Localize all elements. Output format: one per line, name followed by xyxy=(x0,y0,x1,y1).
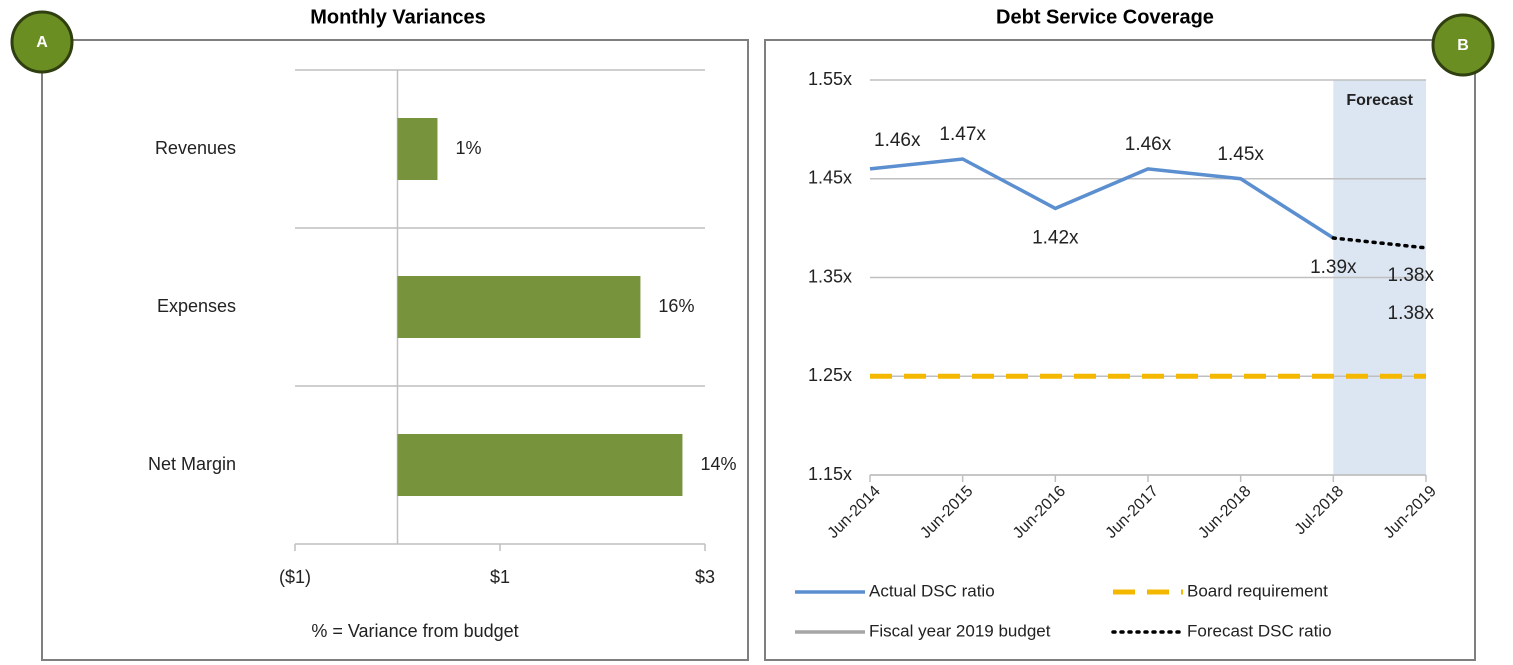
data-label: 1.38x xyxy=(1388,265,1435,286)
y-tick-label: 1.15x xyxy=(808,464,852,484)
y-tick-label: 1.45x xyxy=(808,168,852,188)
badge-circle xyxy=(1431,13,1495,77)
data-label: 1% xyxy=(455,138,481,158)
y-tick-label: 1.25x xyxy=(808,365,852,385)
panel-a xyxy=(41,39,749,661)
data-label: 1.39x xyxy=(1310,257,1357,278)
y-tick-label: 1.35x xyxy=(808,266,852,286)
series-line xyxy=(1331,236,1428,250)
category-label: Expenses xyxy=(157,296,236,316)
chart-title: Monthly Variances xyxy=(310,6,486,28)
badge-circle xyxy=(10,10,74,74)
data-label: 1.46x xyxy=(1125,134,1172,155)
category-label: Net Margin xyxy=(148,454,236,474)
note: % = Variance from budget xyxy=(311,621,518,641)
legend-label: Forecast DSC ratio xyxy=(1187,621,1332,640)
data-label: 1.38x xyxy=(1388,303,1435,324)
legend-label: Board requirement xyxy=(1187,581,1328,600)
bar xyxy=(397,434,683,496)
data-label: 1.42x xyxy=(1032,227,1079,248)
x-tick-label: ($1) xyxy=(279,567,311,587)
bar xyxy=(397,276,641,338)
series-line xyxy=(869,157,1335,240)
data-label: 16% xyxy=(658,296,694,316)
legend-label: Actual DSC ratio xyxy=(869,581,995,600)
chart-title: Debt Service Coverage xyxy=(996,6,1214,28)
category-label: Revenues xyxy=(155,138,236,158)
data-label: 1.46x xyxy=(874,130,921,151)
data-label: 14% xyxy=(700,454,736,474)
data-label: 1.47x xyxy=(939,124,986,145)
bar xyxy=(397,118,438,180)
data-label: 1.45x xyxy=(1217,144,1264,165)
y-tick-label: 1.55x xyxy=(808,69,852,89)
legend-label: Fiscal year 2019 budget xyxy=(869,621,1051,640)
annotation: Forecast xyxy=(1346,92,1413,109)
badge: B xyxy=(1457,37,1469,54)
badge: A xyxy=(36,34,48,51)
x-tick-label: $1 xyxy=(490,567,510,587)
x-tick-label: $3 xyxy=(695,567,715,587)
